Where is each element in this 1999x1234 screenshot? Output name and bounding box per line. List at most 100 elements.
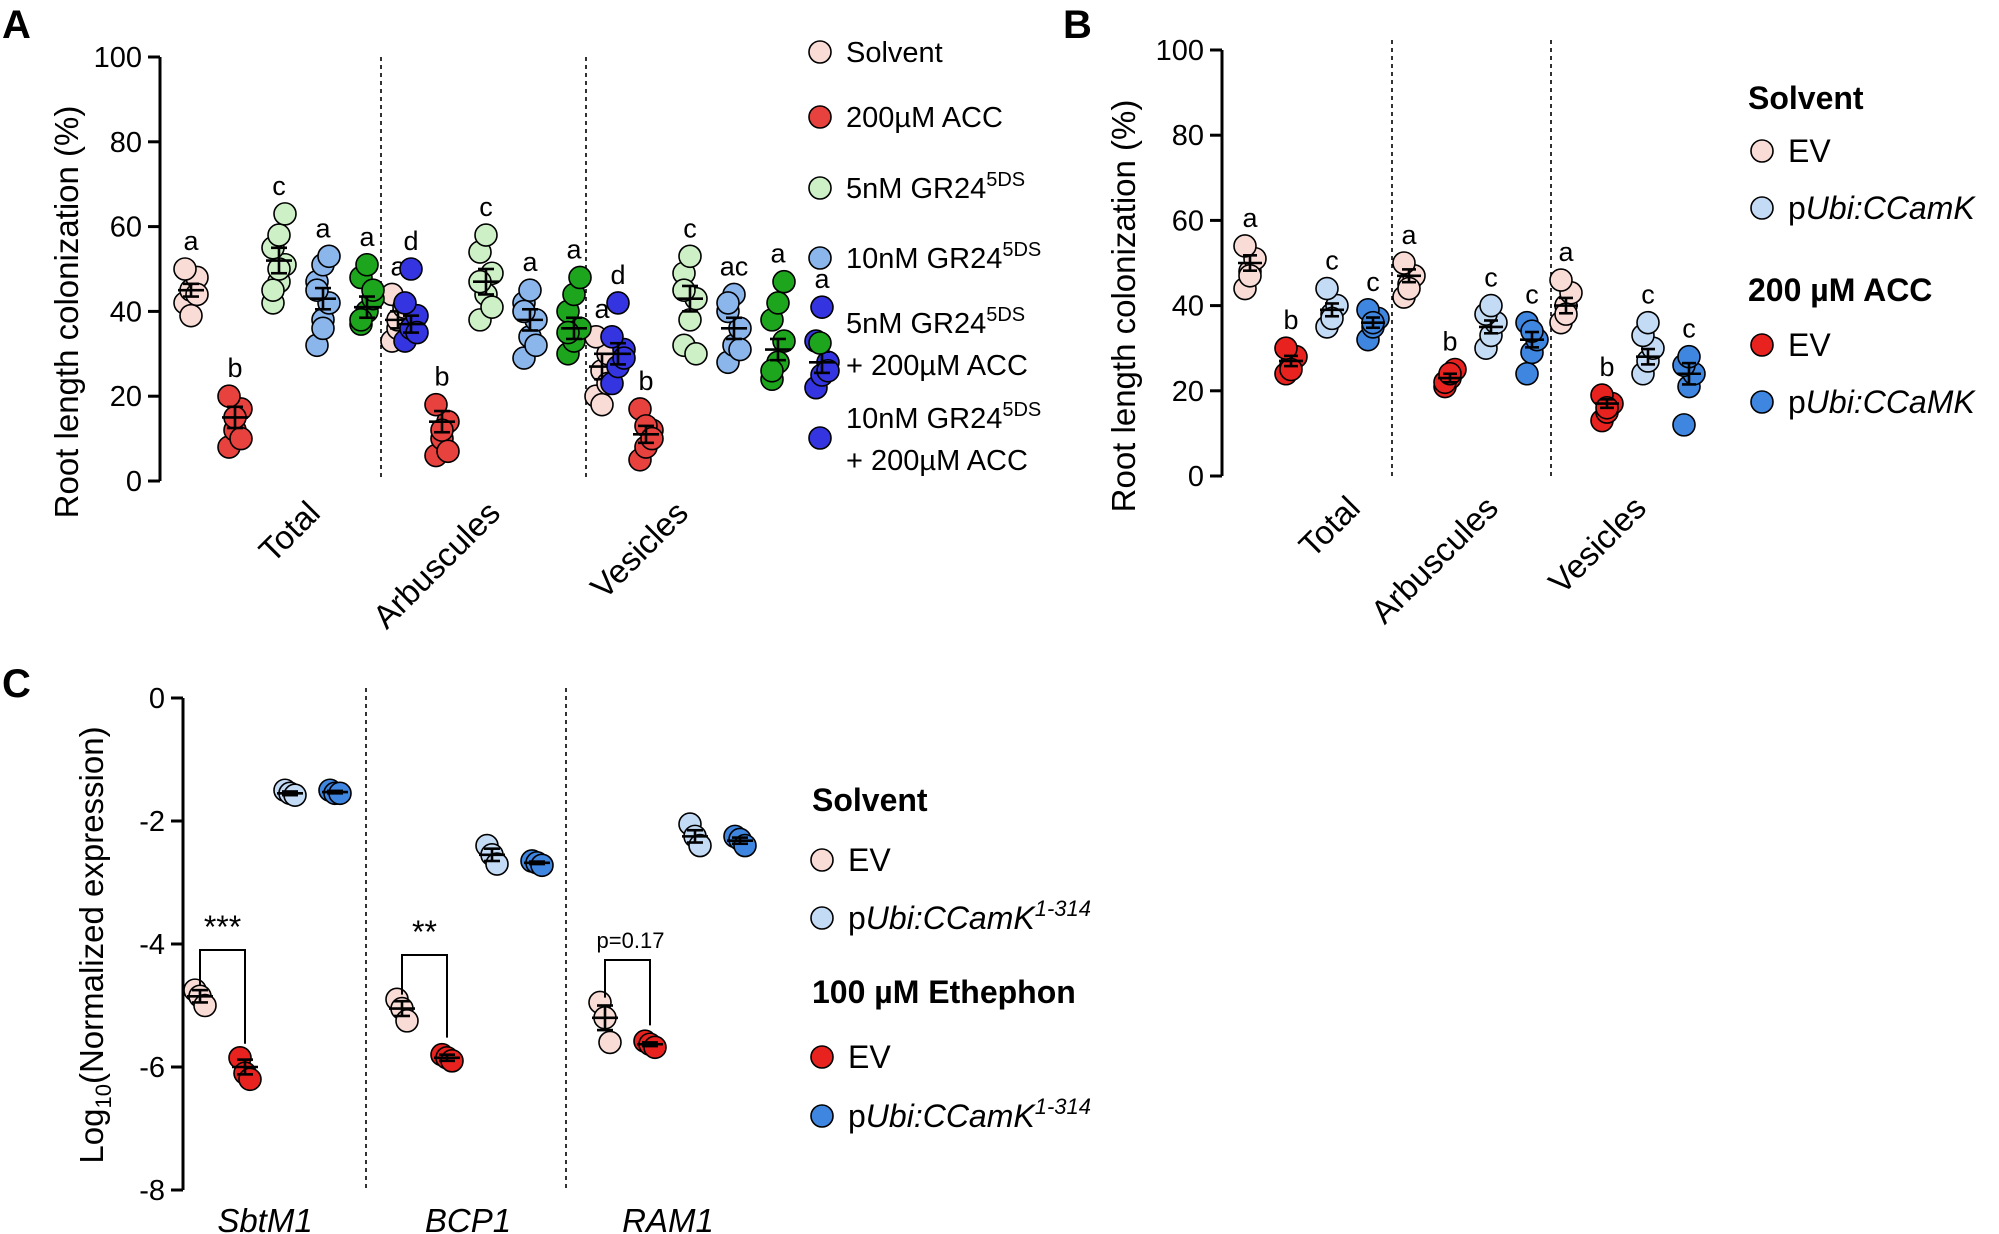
legend-b-label-ev-solvent: EV — [1788, 133, 1831, 169]
y-tick-label-c: -8 — [139, 1175, 165, 1207]
data-point-a — [518, 278, 542, 303]
category-label-c: SbtM1 — [217, 1202, 312, 1234]
significance-letter-b: c — [1641, 280, 1655, 310]
legend-b-swatch-ubi-solvent — [1750, 196, 1774, 220]
significance-bracket-c — [199, 949, 246, 1044]
data-point-a — [684, 341, 708, 366]
data-point-b — [1549, 268, 1573, 292]
significance-bracket-c — [401, 954, 448, 1038]
data-point-a — [311, 316, 335, 341]
data-point-b — [1636, 310, 1660, 335]
category-label-a: Arbuscules — [365, 494, 507, 636]
legend-a-swatch-acc — [808, 105, 832, 129]
legend-a-label-gr5-acc: 5nM GR245DS — [846, 304, 1025, 340]
legend-b-label-ubi-solvent: pUbi:CCamK — [1788, 190, 1976, 226]
significance-letter-a: a — [770, 239, 786, 269]
y-axis-title-a: Root length colonization (%) — [48, 106, 85, 519]
data-point-a — [772, 269, 796, 294]
data-point-a — [349, 308, 373, 332]
data-point-c — [193, 993, 217, 1018]
significance-letter-a: a — [359, 222, 375, 252]
category-label-c: BCP1 — [425, 1202, 511, 1234]
data-point-a — [760, 358, 784, 383]
y-tick-label-c: -6 — [139, 1052, 165, 1084]
data-point-b — [1392, 251, 1416, 275]
category-label-a: Total — [251, 494, 326, 569]
data-point-a — [399, 257, 423, 281]
legend-a-label-gr5: 5nM GR245DS — [846, 169, 1025, 205]
data-point-a — [217, 384, 241, 409]
y-tick-label-c: -2 — [139, 806, 165, 838]
legend-a-swatch-gr10 — [808, 246, 832, 270]
data-point-a — [480, 295, 504, 319]
data-point-a — [640, 426, 664, 451]
significance-letter-a: d — [403, 226, 418, 256]
significance-letter-b: b — [1442, 327, 1457, 357]
legend-a-label-solvent: Solvent — [846, 37, 943, 69]
data-point-a — [436, 439, 460, 464]
legend-a-swatch-solvent — [808, 40, 832, 64]
panel-label-a: A — [2, 3, 31, 47]
legend-b-heading-acc: 200 µM ACC — [1748, 272, 1932, 308]
significance-letter-b: a — [1242, 203, 1258, 233]
data-point-a — [678, 244, 702, 269]
y-tick-label-c: -4 — [139, 929, 165, 961]
data-point-b — [1479, 293, 1503, 318]
significance-letter-a: a — [522, 247, 538, 277]
legend-c-label-ubi-ethephon: pUbi:CCamK1-314 — [848, 1094, 1091, 1134]
significance-label-c: ** — [412, 914, 437, 950]
legend-c: Solvent EV pUbi:CCamK1-314 100 µM Etheph… — [810, 782, 1091, 1134]
legend-a: Solvent 200µM ACC 5nM GR245DS 10nM GR245… — [808, 37, 1041, 477]
legend-b-label-ubi-acc: pUbi:CCaMK — [1788, 384, 1976, 420]
significance-letter-a: a — [183, 226, 199, 256]
data-point-a — [766, 291, 790, 315]
legend-a-label-acc: 200µM ACC — [846, 102, 1003, 134]
y-axis-title-c: Log10(Normalized expression) — [73, 726, 116, 1163]
significance-letter-a: d — [610, 260, 625, 290]
category-label-b: Vesicles — [1541, 489, 1653, 601]
data-point-a — [393, 291, 417, 315]
significance-letter-b: a — [1401, 220, 1417, 250]
legend-b-swatch-ev-solvent — [1750, 139, 1774, 163]
data-point-a — [179, 303, 203, 328]
data-point-c — [395, 1009, 419, 1033]
legend-b: Solvent EV pUbi:CCamK 200 µM ACC EV pUbi… — [1748, 80, 1976, 420]
significance-letter-a: b — [638, 366, 653, 396]
data-point-a — [273, 202, 297, 226]
data-point-a — [716, 291, 740, 315]
y-tick-label-b: 20 — [1172, 376, 1204, 408]
data-point-a — [173, 257, 197, 281]
significance-letter-a: a — [566, 234, 582, 264]
category-label-b: Arbuscules — [1363, 489, 1505, 631]
data-point-b — [1233, 234, 1257, 258]
data-point-a — [568, 265, 592, 290]
data-point-a — [600, 325, 624, 349]
y-tick-label-a: 100 — [94, 42, 142, 74]
panel-label-b: B — [1063, 3, 1092, 47]
significance-letter-b: a — [1558, 237, 1574, 267]
legend-c-heading-ethephon: 100 µM Ethephon — [812, 974, 1076, 1010]
significance-label-c: p=0.17 — [597, 928, 665, 953]
significance-letter-a: b — [434, 362, 449, 392]
significance-letter-b: b — [1283, 305, 1298, 335]
data-point-a — [556, 320, 580, 345]
legend-a-swatch-gr10-acc — [808, 426, 832, 450]
y-tick-label-b: 80 — [1172, 120, 1204, 152]
legend-c-label-ev-solvent: EV — [848, 842, 891, 878]
y-tick-label-b: 0 — [1188, 461, 1204, 493]
data-point-a — [612, 346, 636, 370]
panel-label-c: C — [2, 662, 31, 706]
legend-a-swatch-gr5-acc — [808, 331, 832, 355]
legend-c-swatch-ubi-solvent — [810, 906, 834, 930]
data-point-a — [590, 392, 614, 417]
significance-letter-b: c — [1366, 267, 1380, 297]
y-tick-label-c: 0 — [149, 683, 165, 715]
category-label-a: Vesicles — [583, 494, 695, 606]
legend-a-label-gr5-acc-line2: + 200µM ACC — [846, 350, 1028, 382]
legend-c-swatch-ev-solvent — [810, 848, 834, 872]
legend-a-label-gr10: 10nM GR245DS — [846, 239, 1041, 275]
data-point-c — [598, 1030, 622, 1055]
